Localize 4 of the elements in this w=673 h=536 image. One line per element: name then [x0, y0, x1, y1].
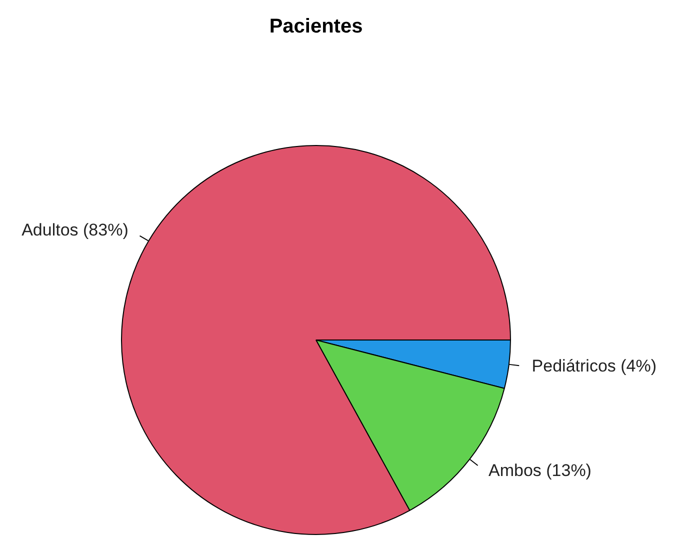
slice-label: Pediátricos (4%): [532, 356, 657, 376]
chart-title: Pacientes: [269, 16, 363, 38]
slice-label: Adultos (83%): [22, 220, 128, 240]
slice-label: Ambos (13%): [488, 461, 592, 480]
